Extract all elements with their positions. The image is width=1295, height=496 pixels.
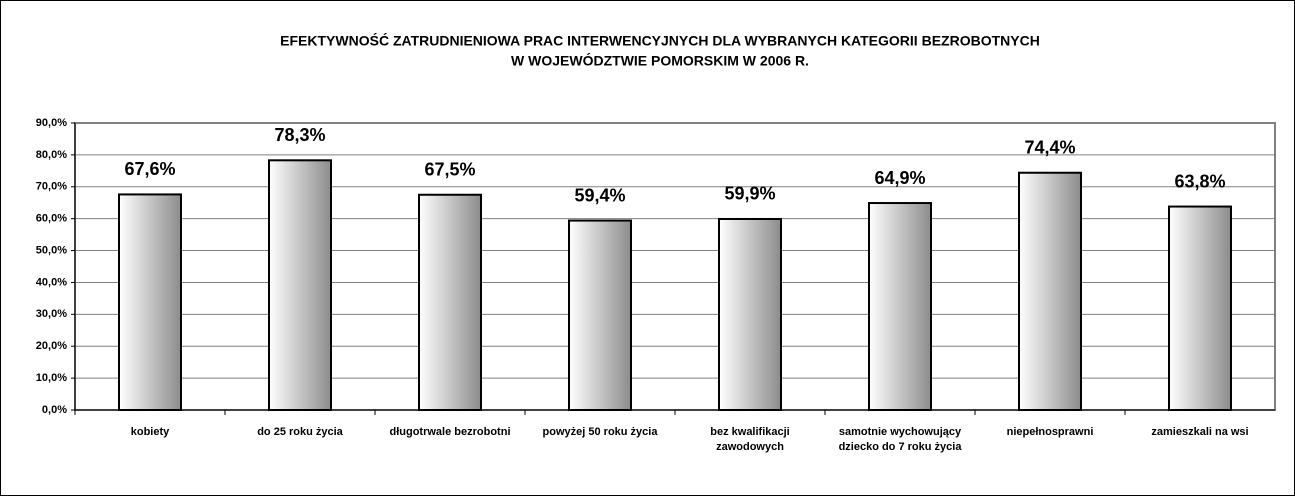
value-label: 64,9% (874, 168, 925, 188)
bar (118, 193, 182, 411)
bar (1018, 171, 1082, 411)
x-tick-label: do 25 roku życia (257, 426, 343, 438)
value-label: 59,4% (574, 185, 625, 205)
x-tick-label: bez kwalifikacji zawodowych (710, 426, 790, 453)
bar (568, 219, 632, 411)
y-tick-label: 10,0% (36, 372, 67, 384)
y-tick-label: 40,0% (36, 276, 67, 288)
y-tick-label: 80,0% (36, 149, 67, 161)
value-label: 67,5% (424, 160, 475, 180)
y-tick-label: 70,0% (36, 181, 67, 193)
chart-title: W WOJEWÓDZTWIE POMORSKIM W 2006 R. (511, 52, 809, 69)
value-label: 67,6% (124, 159, 175, 179)
x-tick-label: powyżej 50 roku życia (542, 426, 658, 438)
bar (868, 202, 932, 411)
value-label: 78,3% (274, 125, 325, 145)
y-tick-label: 0,0% (42, 404, 67, 416)
y-tick-label: 30,0% (36, 308, 67, 320)
bar (268, 159, 332, 411)
value-label: 63,8% (1174, 171, 1225, 191)
bar (418, 193, 482, 411)
value-label: 59,9% (724, 184, 775, 204)
x-tick-label: kobiety (130, 426, 170, 438)
y-tick-label: 50,0% (36, 244, 67, 256)
x-tick-label: zamieszkali na wsi (1151, 426, 1249, 438)
bar (718, 217, 782, 411)
value-label: 74,4% (1024, 137, 1075, 157)
bar (1168, 205, 1232, 411)
y-tick-label: 90,0% (36, 117, 67, 129)
x-tick-label: długotrwale bezrobotni (389, 426, 511, 438)
y-tick-label: 60,0% (36, 213, 67, 225)
x-tick-label: samotnie wychowujący dziecko do 7 roku ż… (838, 426, 962, 453)
plot-area (74, 122, 1276, 411)
chart-title: EFEKTYWNOŚĆ ZATRUDNIENIOWA PRAC INTERWEN… (280, 32, 1040, 49)
y-tick-label: 20,0% (36, 340, 67, 352)
x-tick-label: niepełnosprawni (1006, 426, 1094, 438)
